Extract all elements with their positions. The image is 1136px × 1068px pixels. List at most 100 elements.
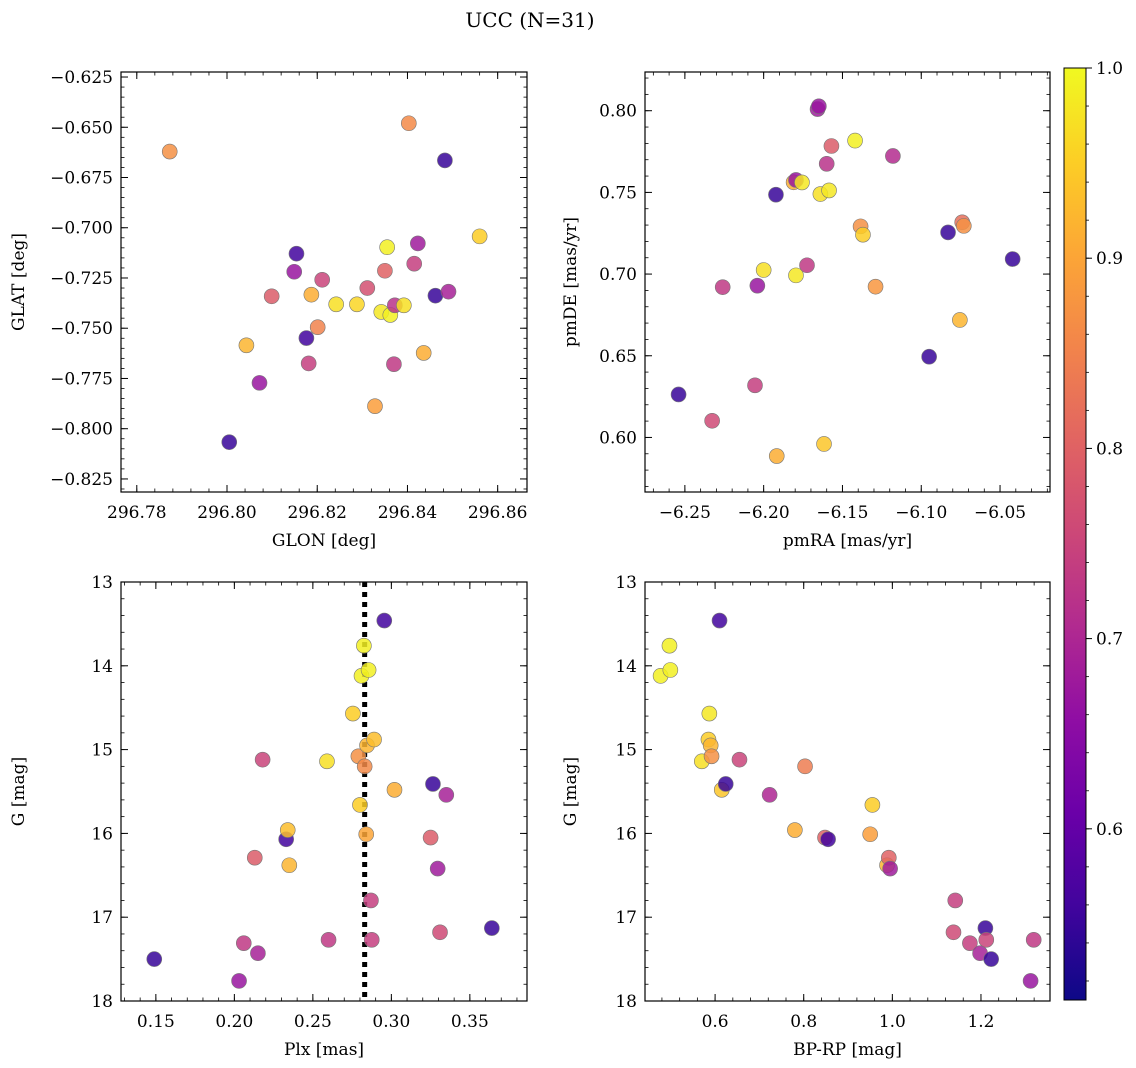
scatter-point (309, 319, 326, 336)
scatter-point (319, 753, 335, 770)
scatter-point (349, 296, 365, 313)
y-tick-label: −0.825 (50, 470, 113, 490)
scatter-point (437, 152, 453, 169)
scatter-point (161, 143, 178, 160)
x-tick-label: −6.20 (738, 503, 790, 523)
colorbar: 0.6 0.7 0.8 0.9 1.0 (1063, 59, 1123, 1001)
scatter-point (768, 448, 785, 464)
x-tick-label: −6.25 (659, 503, 711, 523)
scatter-point (298, 330, 315, 346)
x-axis-label: Plx [mas] (284, 1040, 364, 1060)
scatter-point (670, 386, 687, 403)
x-tick-label: 1.0 (879, 1012, 906, 1032)
scatter-point (352, 797, 368, 813)
scatter-point (701, 705, 718, 722)
y-tick-label: 15 (615, 741, 637, 761)
scatter-point (231, 973, 247, 989)
scatter-point (279, 822, 296, 838)
x-tick-label: 0.30 (372, 1012, 410, 1032)
scatter-point (855, 226, 871, 243)
y-tick-label: −0.800 (50, 420, 113, 440)
scatter-point (386, 356, 402, 372)
x-tick-label: −6.05 (974, 503, 1026, 523)
scatter-point (251, 375, 268, 391)
scatter-point (406, 255, 423, 272)
colorbar-tick-label: 0.9 (1096, 249, 1123, 269)
y-tick-label: 18 (91, 992, 113, 1012)
y-tick-label: 14 (91, 657, 113, 677)
scatter-point (820, 831, 836, 848)
scatter-point (427, 287, 444, 304)
scatter-point (367, 398, 383, 414)
y-tick-label: 0.80 (599, 102, 637, 122)
plot-frame (644, 71, 1051, 493)
plot-frame (120, 581, 528, 1002)
colorbar-tick-label: 0.7 (1096, 630, 1123, 650)
x-tick-label: −6.10 (895, 503, 947, 523)
scatter-point (254, 751, 271, 768)
scatter-point (471, 228, 488, 245)
scatter-point (962, 935, 978, 951)
scatter-point (286, 263, 303, 280)
scatter-point (788, 267, 804, 284)
y-tick-label: 16 (91, 824, 113, 844)
scatter-point (425, 776, 441, 792)
scatter-point (1004, 251, 1021, 267)
scatter-point (755, 262, 772, 278)
scatter-point (366, 731, 382, 748)
scatter-point (761, 787, 778, 803)
scatter-point (410, 235, 426, 252)
plot-frame (644, 581, 1051, 1002)
scatter-point (717, 776, 734, 792)
scatter-point (438, 787, 455, 803)
y-tick-label: 14 (615, 657, 637, 677)
x-tick-label: 0.25 (294, 1012, 332, 1032)
scatter-point (952, 312, 968, 328)
y-tick-label: −0.725 (50, 269, 113, 289)
scatter-point (823, 138, 840, 154)
y-tick-label: 17 (91, 908, 113, 928)
x-tick-label: 0.20 (215, 1012, 253, 1032)
y-tick-label: 0.70 (599, 265, 637, 285)
scatter-point (811, 98, 827, 115)
panel-plx-g: Plx [mas] G [mag] 0.15 0.20 0.25 0.30 0.35 13… (9, 573, 528, 1060)
scatter-point (300, 355, 317, 372)
scatter-point (885, 148, 901, 164)
scatter-point (799, 257, 815, 274)
scatter-point (345, 705, 361, 722)
y-tick-label: 16 (615, 824, 637, 844)
scatter-point (1025, 932, 1042, 948)
scatter-point (238, 337, 255, 354)
y-tick-label: 13 (91, 573, 113, 593)
y-tick-label: 15 (91, 741, 113, 761)
colorbar-gradient (1063, 67, 1087, 1001)
scatter-point (432, 924, 448, 941)
scatter-point (320, 932, 337, 948)
scatter-point (940, 224, 956, 241)
scatter-point (818, 156, 835, 172)
scatter-point (415, 345, 432, 361)
scatter-point (921, 348, 937, 365)
scatter-point (862, 826, 878, 843)
scatter-point (703, 748, 720, 765)
scatter-point (281, 857, 298, 874)
scatter-point (386, 782, 403, 798)
y-tick-label: −0.775 (50, 369, 113, 389)
scatter-point (867, 278, 884, 295)
scatter-point (787, 822, 803, 838)
scatter-point (359, 280, 376, 296)
y-axis-label: G [mag] (9, 757, 29, 826)
scatter-point (288, 245, 305, 262)
panel-pmra-pmde: pmRA [mas/yr] pmDE [mas/yr] −6.25 −6.20 −6… (561, 71, 1051, 551)
y-tick-label: 18 (615, 992, 637, 1012)
scatter-point (221, 434, 238, 450)
scatter-point (947, 892, 964, 909)
scatter-point (314, 271, 330, 288)
scatter-point (422, 829, 439, 846)
scatter-point (429, 860, 446, 877)
scatter-point (440, 283, 457, 300)
x-axis-label: BP-RP [mag] (793, 1040, 902, 1060)
scatter-point (363, 932, 380, 948)
scatter-point (376, 612, 393, 629)
scatter-point (401, 115, 417, 132)
